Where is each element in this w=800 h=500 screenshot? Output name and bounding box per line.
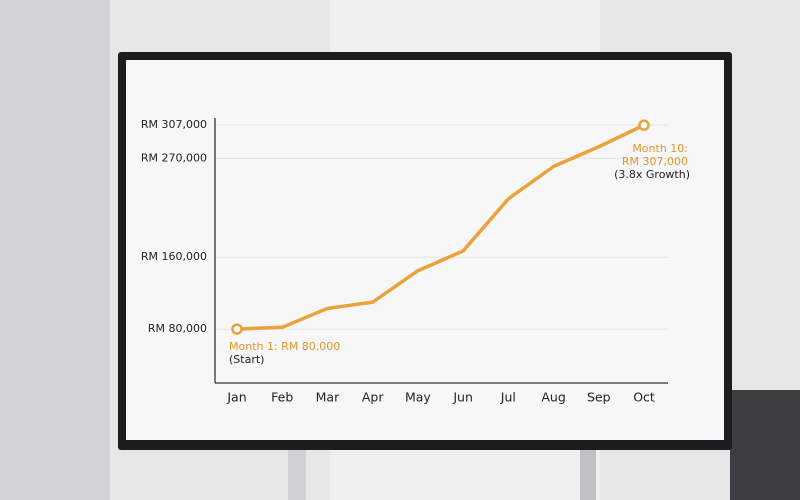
- annotation: Month 1: RM 80,000: [229, 340, 340, 353]
- x-tick-label: Jan: [226, 390, 246, 405]
- line: [235, 123, 646, 331]
- y-tick-label: RM 80,000: [148, 322, 207, 335]
- y-tick-label: RM 160,000: [141, 250, 207, 263]
- x-tick-label: Jul: [500, 390, 516, 405]
- y-tick-label: RM 270,000: [141, 151, 207, 164]
- x-tick-label: Mar: [316, 390, 340, 405]
- end-marker: [231, 323, 243, 335]
- x-tick-label: May: [405, 390, 431, 405]
- x-tick-label: Oct: [633, 390, 655, 405]
- y-tick-label: RM 307,000: [141, 118, 207, 131]
- annotation: (3.8x Growth): [614, 168, 690, 181]
- x-tick-label: Jun: [452, 390, 473, 405]
- x-tick-label: Apr: [362, 390, 384, 405]
- end-marker: [638, 119, 650, 131]
- x-tick-label: Feb: [271, 390, 293, 405]
- annotation: Month 10:: [632, 142, 688, 155]
- annotation: (Start): [229, 353, 264, 366]
- x-tick-label: Aug: [541, 390, 565, 405]
- annotation: RM 307,000: [622, 155, 688, 168]
- x-tick-label: Sep: [587, 390, 611, 405]
